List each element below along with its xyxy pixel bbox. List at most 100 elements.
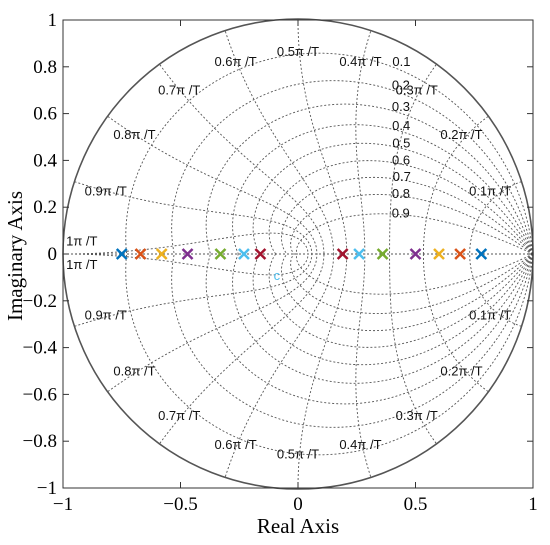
x-axis-title: Real Axis: [257, 514, 339, 538]
pole-marker-stroke: [214, 248, 227, 260]
damping-curve: [205, 253, 533, 405]
y-tick-label: −0.6: [23, 384, 57, 405]
pole-marker: [409, 248, 422, 260]
pole-marker: [214, 248, 227, 260]
damping-label: 0.5: [392, 136, 410, 151]
frequency-label: 0.8π /T: [113, 127, 155, 142]
frequency-curve: [422, 116, 489, 255]
pole-marker: [353, 248, 365, 260]
damping-curve: [171, 80, 533, 255]
pole-marker-stroke: [376, 248, 389, 260]
damping-curve: [171, 253, 533, 428]
x-tick-label: 1: [528, 494, 538, 515]
pole-marker-stroke: [409, 248, 422, 260]
frequency-label: 1π /T: [66, 234, 97, 249]
zgrid-labels: 0.1 0.2 0.3 0.4 0.50.6 0.7 0.8 0.9 0.1π /T 0.1π /…: [66, 44, 511, 461]
pole-marker-stroke: [454, 248, 467, 260]
pole-marker: [254, 248, 267, 260]
pole-marker: [115, 248, 128, 260]
pole-marker: [134, 248, 147, 260]
damping-curve: [252, 253, 533, 366]
zgrid-lines: [63, 20, 533, 488]
damping-curve: [295, 213, 533, 255]
frequency-label: 0.6π /T: [214, 437, 256, 452]
pole-marker: [238, 248, 250, 260]
damping-label: 0.3: [392, 99, 410, 114]
x-tick-label: 0.5: [404, 494, 428, 515]
y-axis-title: Imaginary Axis: [3, 191, 27, 321]
x-tick-label: −1: [53, 494, 73, 515]
unit-circle: [62, 18, 534, 490]
y-tick-label: −0.8: [23, 431, 57, 452]
frequency-curve: [74, 181, 313, 255]
frequency-label: 0.7π /T: [158, 408, 200, 423]
frequency-curve: [74, 253, 313, 327]
damping-label: 0.2: [392, 78, 410, 93]
frequency-label: 0.3π /T: [396, 83, 438, 98]
x-tick-label: 0: [293, 494, 303, 515]
damping-curve: [268, 253, 533, 348]
frequency-curve: [389, 253, 437, 444]
pole-marker: [376, 248, 389, 260]
x-tick-label: −0.5: [163, 494, 197, 515]
y-tick-label: 0: [48, 244, 58, 265]
frequency-label: 0.3π /T: [396, 408, 438, 423]
frequency-label: 0.5π /T: [277, 44, 319, 59]
pole-marker: [181, 248, 194, 260]
frequency-curve: [63, 232, 309, 255]
frequency-curve: [63, 253, 309, 276]
pole-marker: [475, 248, 488, 260]
frequency-curve: [422, 253, 489, 392]
damping-curve: [281, 176, 533, 255]
pole-marker-stroke: [134, 248, 147, 260]
damping-curve: [252, 142, 533, 255]
frequency-curve: [159, 253, 325, 444]
frequency-curve: [355, 253, 372, 477]
pole-marker: [336, 248, 349, 260]
pole-marker-stroke: [353, 248, 365, 260]
damping-curve: [125, 52, 533, 255]
frequency-label: 0.4π /T: [339, 437, 381, 452]
frequency-curve: [355, 31, 372, 255]
damping-label: 0.9: [392, 205, 410, 220]
y-tick-label: 0.8: [33, 57, 57, 78]
annotation-label: c: [274, 268, 281, 283]
frequency-curve: [469, 253, 522, 327]
y-tick-label: 0.4: [33, 150, 57, 171]
damping-curve: [290, 253, 533, 314]
y-tick-label: −0.2: [23, 291, 57, 312]
y-tick-label: 0.2: [33, 197, 57, 218]
pole-marker: [155, 248, 168, 260]
pole-marker-stroke: [181, 248, 194, 260]
pole-marker-stroke: [155, 248, 168, 260]
frequency-curve: [469, 181, 522, 255]
damping-curve: [295, 253, 533, 295]
frequency-label: 0.8π /T: [113, 364, 155, 379]
damping-curve: [205, 103, 533, 255]
pole-marker-stroke: [254, 248, 267, 260]
pole-marker-stroke: [475, 248, 488, 260]
frequency-label: 0.7π /T: [158, 83, 200, 98]
frequency-label: 0.5π /T: [277, 447, 319, 462]
damping-curve: [281, 253, 533, 332]
frequency-label: 0.2π /T: [440, 127, 482, 142]
frequency-curve: [107, 116, 318, 255]
frequency-label: 0.6π /T: [214, 54, 256, 69]
pole-marker: [454, 248, 467, 260]
frequency-label: 1π /T: [66, 257, 97, 272]
frequency-label: 0.9π /T: [85, 183, 127, 198]
damping-label: 0.8: [392, 186, 410, 201]
damping-label: 0.6: [392, 152, 410, 167]
damping-curve: [125, 253, 533, 456]
frequency-label: 0.1π /T: [469, 183, 511, 198]
axis-ticks: −1 −0.5 0 0.5 1−1−0.8−0.6−0.4−0.200.20.40.60…: [23, 10, 538, 515]
pole-marker: [433, 248, 445, 260]
y-tick-label: −1: [37, 478, 57, 499]
damping-label: 0.7: [393, 169, 411, 184]
frequency-label: 0.9π /T: [85, 308, 127, 323]
y-tick-label: 1: [48, 10, 58, 31]
damping-curve: [268, 160, 533, 255]
y-tick-label: 0.6: [33, 104, 57, 125]
frequency-curve: [297, 253, 348, 488]
